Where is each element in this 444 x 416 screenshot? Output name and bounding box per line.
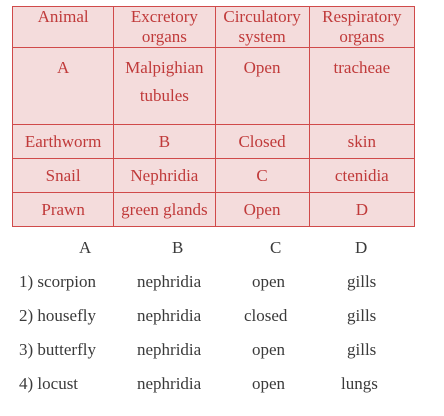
header-line: Excretory bbox=[130, 7, 198, 27]
table-cell: B bbox=[113, 124, 216, 159]
table-cell: Open bbox=[214, 47, 310, 125]
header-line: system bbox=[238, 27, 286, 46]
table-cell: Open bbox=[214, 192, 310, 227]
option-d-value: gills bbox=[347, 306, 377, 325]
cell-line: Open bbox=[243, 200, 281, 219]
option-column-d: D bbox=[355, 238, 368, 257]
table-cell: Prawn bbox=[11, 192, 115, 227]
cell-line: green glands bbox=[121, 200, 208, 219]
header-animal: Animal bbox=[11, 6, 115, 48]
table-cell: Nephridia bbox=[113, 158, 216, 193]
option-number: 2) bbox=[19, 306, 34, 325]
table-header-row: Animal Excretory organs Circulatory syst… bbox=[11, 6, 416, 48]
option-column-a: A bbox=[79, 238, 92, 257]
option-b-value: nephridia bbox=[137, 272, 202, 291]
option-number: 1) bbox=[19, 272, 34, 291]
option-c-value: open bbox=[252, 272, 286, 291]
cell-line: B bbox=[158, 132, 171, 151]
header-circulatory-system: Circulatory system bbox=[214, 6, 310, 48]
option-d-value: gills bbox=[347, 340, 377, 359]
option-b-value: nephridia bbox=[137, 340, 202, 359]
table-cell: C bbox=[214, 158, 310, 193]
option-a-value: scorpion bbox=[37, 272, 96, 291]
cell-line: Nephridia bbox=[130, 166, 199, 185]
table-cell: A bbox=[11, 47, 115, 125]
table-cell: D bbox=[308, 192, 416, 227]
table-cell: green glands bbox=[113, 192, 216, 227]
cell-line: A bbox=[56, 58, 70, 77]
option-b-value: nephridia bbox=[137, 306, 202, 325]
table-cell: skin bbox=[308, 124, 416, 159]
header-excretory-organs: Excretory organs bbox=[113, 6, 216, 48]
option-4[interactable]: 4) locust nephridia open lungs bbox=[0, 368, 444, 402]
cell-line: C bbox=[256, 166, 268, 185]
table-row: Earthworm B Closed skin bbox=[11, 124, 416, 159]
option-b-value: nephridia bbox=[137, 374, 202, 393]
option-d-value: lungs bbox=[341, 374, 378, 393]
header-line: Respiratory bbox=[322, 7, 402, 27]
table-cell: ctenidia bbox=[308, 158, 416, 193]
match-table: Animal Excretory organs Circulatory syst… bbox=[11, 6, 416, 227]
cell-line: Prawn bbox=[41, 200, 85, 219]
option-a-value: housefly bbox=[37, 306, 96, 325]
header-line: organs bbox=[339, 27, 385, 46]
cell-line: tubules bbox=[139, 86, 189, 105]
cell-line: Earthworm bbox=[24, 132, 102, 151]
table-cell: tracheae bbox=[308, 47, 416, 125]
option-number: 3) bbox=[19, 340, 34, 359]
option-2[interactable]: 2) housefly nephridia closed gills bbox=[0, 300, 444, 334]
option-column-c: C bbox=[270, 238, 282, 257]
cell-line: tracheae bbox=[333, 58, 391, 77]
cell-line: Open bbox=[243, 58, 281, 77]
table-cell: Earthworm bbox=[11, 124, 115, 159]
option-d-value: gills bbox=[347, 272, 377, 291]
cell-line: D bbox=[355, 200, 368, 219]
option-1[interactable]: 1) scorpion nephridia open gills bbox=[0, 266, 444, 300]
option-label: 3) butterfly bbox=[19, 340, 96, 360]
table-row: A Malpighian tubules Open tracheae bbox=[11, 47, 416, 125]
cell-line: Closed bbox=[238, 132, 286, 151]
option-c-value: open bbox=[252, 374, 286, 393]
header-line: organs bbox=[141, 27, 187, 46]
cell-line: Malpighian bbox=[125, 58, 204, 77]
option-a-value: butterfly bbox=[37, 340, 96, 359]
options-header: A B C D bbox=[0, 232, 444, 266]
option-c-value: open bbox=[252, 340, 286, 359]
header-line: Animal bbox=[37, 7, 89, 27]
header-line: Circulatory bbox=[223, 7, 301, 27]
table-cell: Snail bbox=[11, 158, 115, 193]
cell-line: ctenidia bbox=[334, 166, 389, 185]
header-respiratory-organs: Respiratory organs bbox=[308, 6, 416, 48]
table-row: Snail Nephridia C ctenidia bbox=[11, 158, 416, 193]
option-a-value: locust bbox=[37, 374, 79, 393]
option-label: 2) housefly bbox=[19, 306, 96, 326]
table-cell: Malpighian tubules bbox=[113, 47, 216, 125]
cell-line: skin bbox=[347, 132, 376, 151]
option-label: 1) scorpion bbox=[19, 272, 96, 292]
option-3[interactable]: 3) butterfly nephridia open gills bbox=[0, 334, 444, 368]
table-cell: Closed bbox=[214, 124, 310, 159]
option-number: 4) bbox=[19, 374, 34, 393]
option-c-value: closed bbox=[244, 306, 288, 325]
cell-line: Snail bbox=[45, 166, 81, 185]
table-row: Prawn green glands Open D bbox=[11, 192, 416, 227]
option-label: 4) locust bbox=[19, 374, 78, 394]
option-column-b: B bbox=[172, 238, 184, 257]
answer-options: A B C D 1) scorpion nephridia open gills… bbox=[0, 232, 444, 402]
